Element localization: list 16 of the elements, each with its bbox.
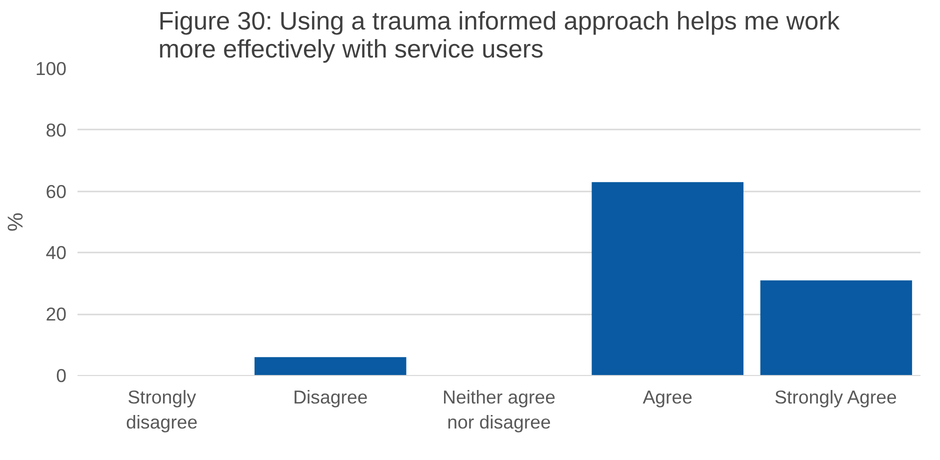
x-tick-label: Disagree: [293, 386, 368, 408]
y-tick-label: 20: [46, 304, 67, 325]
x-tick-label: Neither agree nor disagree: [442, 386, 556, 433]
chart-title: Figure 30: Using a trauma informed approach helps me work more effectively with service users: [158, 8, 840, 64]
bar: [254, 357, 406, 376]
x-tick-label: Strongly Agree: [774, 386, 897, 408]
x-tick-label: Agree: [642, 386, 693, 408]
y-tick-label: 40: [46, 242, 67, 264]
bar: [592, 182, 744, 376]
y-tick-label: 100: [35, 58, 67, 79]
y-tick-label: 60: [46, 180, 67, 202]
bar: [760, 280, 912, 376]
x-tick-label: Strongly disagree: [126, 386, 198, 433]
y-tick-label: 0: [56, 365, 67, 386]
y-axis-title: %: [3, 212, 28, 232]
y-tick-label: 80: [46, 119, 67, 140]
